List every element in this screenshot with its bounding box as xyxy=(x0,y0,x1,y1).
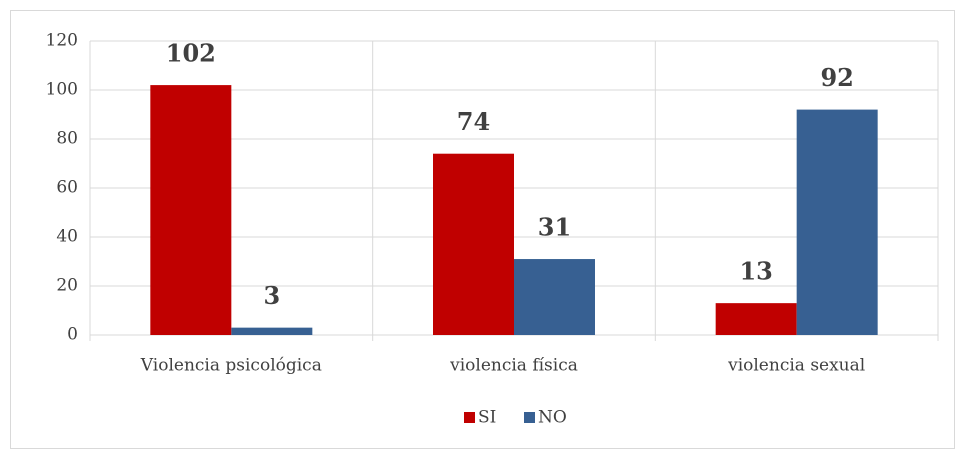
value-label: 74 xyxy=(457,107,490,136)
bar xyxy=(514,259,595,335)
legend-label: SI xyxy=(478,408,496,428)
x-tick-label: violencia física xyxy=(449,356,578,376)
x-tick-label: Violencia psicológica xyxy=(140,356,322,376)
x-tick-label: violencia sexual xyxy=(727,356,865,376)
value-label: 13 xyxy=(739,257,772,286)
value-label: 31 xyxy=(538,213,571,242)
y-tick-label: 0 xyxy=(67,325,78,345)
bar xyxy=(150,85,232,335)
y-tick-label: 40 xyxy=(56,227,78,247)
y-tick-label: 100 xyxy=(46,80,78,100)
legend-swatch xyxy=(464,412,475,423)
bar xyxy=(796,109,878,335)
y-tick-label: 20 xyxy=(56,276,78,296)
bar xyxy=(231,327,313,335)
chart-border xyxy=(10,10,955,449)
y-tick-label: 80 xyxy=(56,129,78,149)
legend-swatch xyxy=(524,412,535,423)
bar xyxy=(715,303,797,335)
y-tick-label: 120 xyxy=(46,31,78,51)
bar xyxy=(433,153,514,335)
value-label: 92 xyxy=(820,63,853,92)
y-tick-label: 60 xyxy=(56,178,78,198)
legend-label: NO xyxy=(538,408,567,428)
value-label: 102 xyxy=(166,39,216,68)
value-label: 3 xyxy=(263,281,280,310)
